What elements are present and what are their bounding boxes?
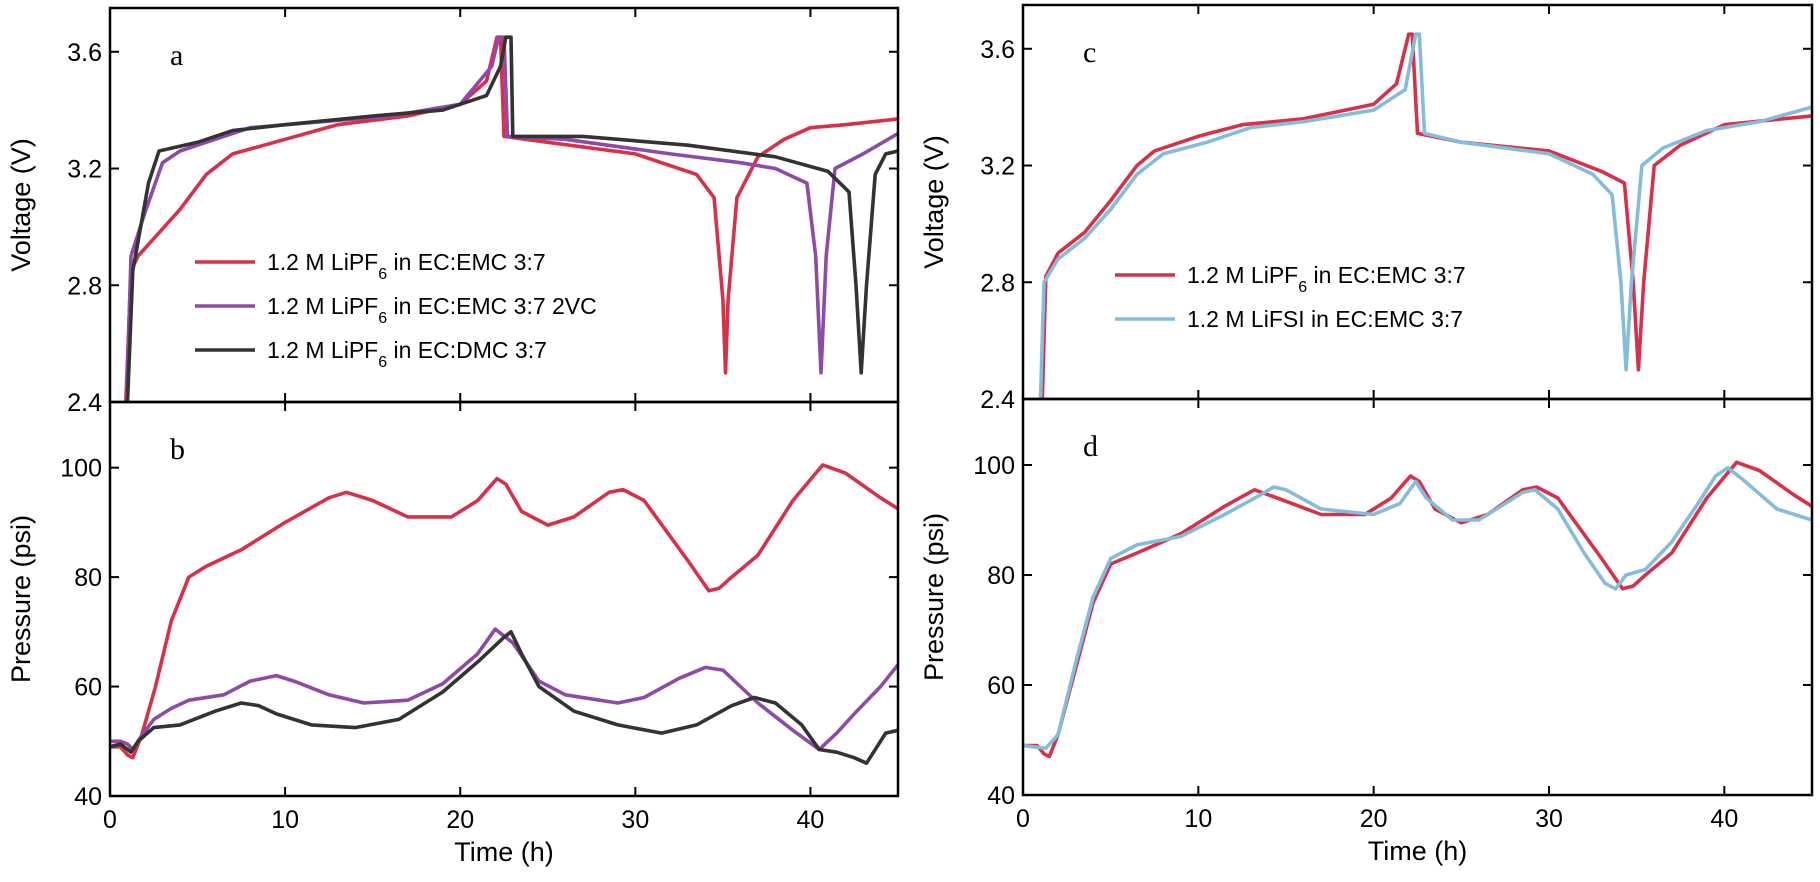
legend-entry-subscript: 6 xyxy=(1298,279,1307,296)
legend-entry-subscript: 6 xyxy=(378,354,387,371)
x-axis-title: Time (h) xyxy=(1368,836,1468,866)
legend: 1.2 M LiPF6 in EC:EMC 3:7 1.2 M LiFSI in … xyxy=(1115,262,1466,332)
legend-entry-main: 1.2 M LiPF xyxy=(267,249,378,275)
x-tick-label: 10 xyxy=(271,806,299,834)
y-tick-label: 80 xyxy=(987,562,1015,590)
plot-frame xyxy=(1021,3,1814,401)
series-line-red xyxy=(124,35,898,402)
legend-entry-main: 1.2 M LiPF xyxy=(1187,262,1298,288)
series-group xyxy=(1023,460,1812,759)
legend-entry-tail: in EC:EMC 3:7 xyxy=(1307,262,1466,288)
series-line-lightblue xyxy=(1023,466,1812,751)
y-axis-title: Voltage (V) xyxy=(6,138,36,272)
legend-entry-main: 1.2 M LiFSI in EC:EMC 3:7 xyxy=(1187,306,1463,332)
y-tick-label: 2.8 xyxy=(980,269,1015,297)
legend-entry-tail: in EC:EMC 3:7 xyxy=(387,249,546,275)
y-tick-label: 2.8 xyxy=(67,272,102,300)
series-line-black xyxy=(125,35,898,402)
x-tick-label: 10 xyxy=(1184,805,1212,833)
legend-entry: 1.2 M LiPF6 in EC:DMC 3:7 xyxy=(267,337,547,371)
x-tick-label: 40 xyxy=(1710,805,1738,833)
y-tick-label: 100 xyxy=(60,455,102,483)
legend-entry: 1.2 M LiFSI in EC:EMC 3:7 xyxy=(1187,306,1463,332)
y-tick-label: 3.2 xyxy=(980,153,1015,181)
plot-frame xyxy=(1021,397,1814,797)
y-tick-label: 40 xyxy=(74,783,102,811)
legend-entry: 1.2 M LiPF6 in EC:EMC 3:7 2VC xyxy=(267,293,597,327)
panel-label: a xyxy=(170,39,183,72)
legend-entry-tail: in EC:EMC 3:7 2VC xyxy=(387,293,597,319)
series-line-red xyxy=(1023,460,1812,759)
series-line-red xyxy=(1040,32,1812,399)
series-group xyxy=(110,463,898,765)
legend-entry-subscript: 6 xyxy=(378,310,387,327)
x-tick-label: 30 xyxy=(1535,805,1563,833)
y-axis-title: Pressure (psi) xyxy=(6,515,36,683)
legend-entry: 1.2 M LiPF6 in EC:EMC 3:7 xyxy=(267,249,546,283)
y-tick-label: 100 xyxy=(973,452,1015,480)
panel-c: 2.4 2.8 3.2 3.6 Voltage (V) c 1.2 M LiPF6 in E… xyxy=(919,3,1814,414)
y-tick-label: 40 xyxy=(987,782,1015,810)
legend: 1.2 M LiPF6 in EC:EMC 3:71.2 M LiPF6 in … xyxy=(195,249,597,371)
x-tick-label: 0 xyxy=(1016,805,1030,833)
series-group xyxy=(124,35,898,402)
series-group xyxy=(1038,32,1812,399)
y-tick-label: 80 xyxy=(74,564,102,592)
legend-entry-main: 1.2 M LiPF xyxy=(267,337,378,363)
x-tick-label: 20 xyxy=(1360,805,1388,833)
y-axis-title: Voltage (V) xyxy=(919,135,949,269)
panel-b: 40 60 80 100 0 10 20 30 40 Time (h) Pressure (psi)… xyxy=(6,400,900,867)
panel-d: 40 60 80 100 0 10 20 30 40 Time (h) Pressure (psi)… xyxy=(919,397,1814,866)
y-tick-label: 60 xyxy=(74,674,102,702)
series-line-lightblue xyxy=(1038,32,1812,399)
y-axis-title: Pressure (psi) xyxy=(919,513,949,681)
x-tick-label: 20 xyxy=(446,806,474,834)
legend-entry: 1.2 M LiPF6 in EC:EMC 3:7 xyxy=(1187,262,1466,296)
y-tick-label: 2.4 xyxy=(980,386,1015,414)
y-tick-label: 2.4 xyxy=(67,389,102,417)
legend-entry-tail: in EC:DMC 3:7 xyxy=(387,337,547,363)
x-tick-label: 0 xyxy=(103,806,117,834)
x-axis-title: Time (h) xyxy=(454,837,554,867)
legend-entry-subscript: 6 xyxy=(378,266,387,283)
series-line-black xyxy=(110,630,898,765)
panel-label: d xyxy=(1083,430,1098,463)
panel-label: b xyxy=(170,433,185,466)
y-tick-label: 3.6 xyxy=(67,39,102,67)
x-tick-label: 40 xyxy=(797,806,825,834)
plot-frame xyxy=(108,400,900,798)
series-line-purple xyxy=(110,627,898,752)
panel-label: c xyxy=(1083,36,1096,69)
x-tick-label: 30 xyxy=(621,806,649,834)
y-tick-label: 3.6 xyxy=(980,36,1015,64)
y-tick-label: 60 xyxy=(987,672,1015,700)
y-tick-label: 3.2 xyxy=(67,156,102,184)
series-line-red xyxy=(110,463,898,760)
legend-entry-main: 1.2 M LiPF xyxy=(267,293,378,319)
